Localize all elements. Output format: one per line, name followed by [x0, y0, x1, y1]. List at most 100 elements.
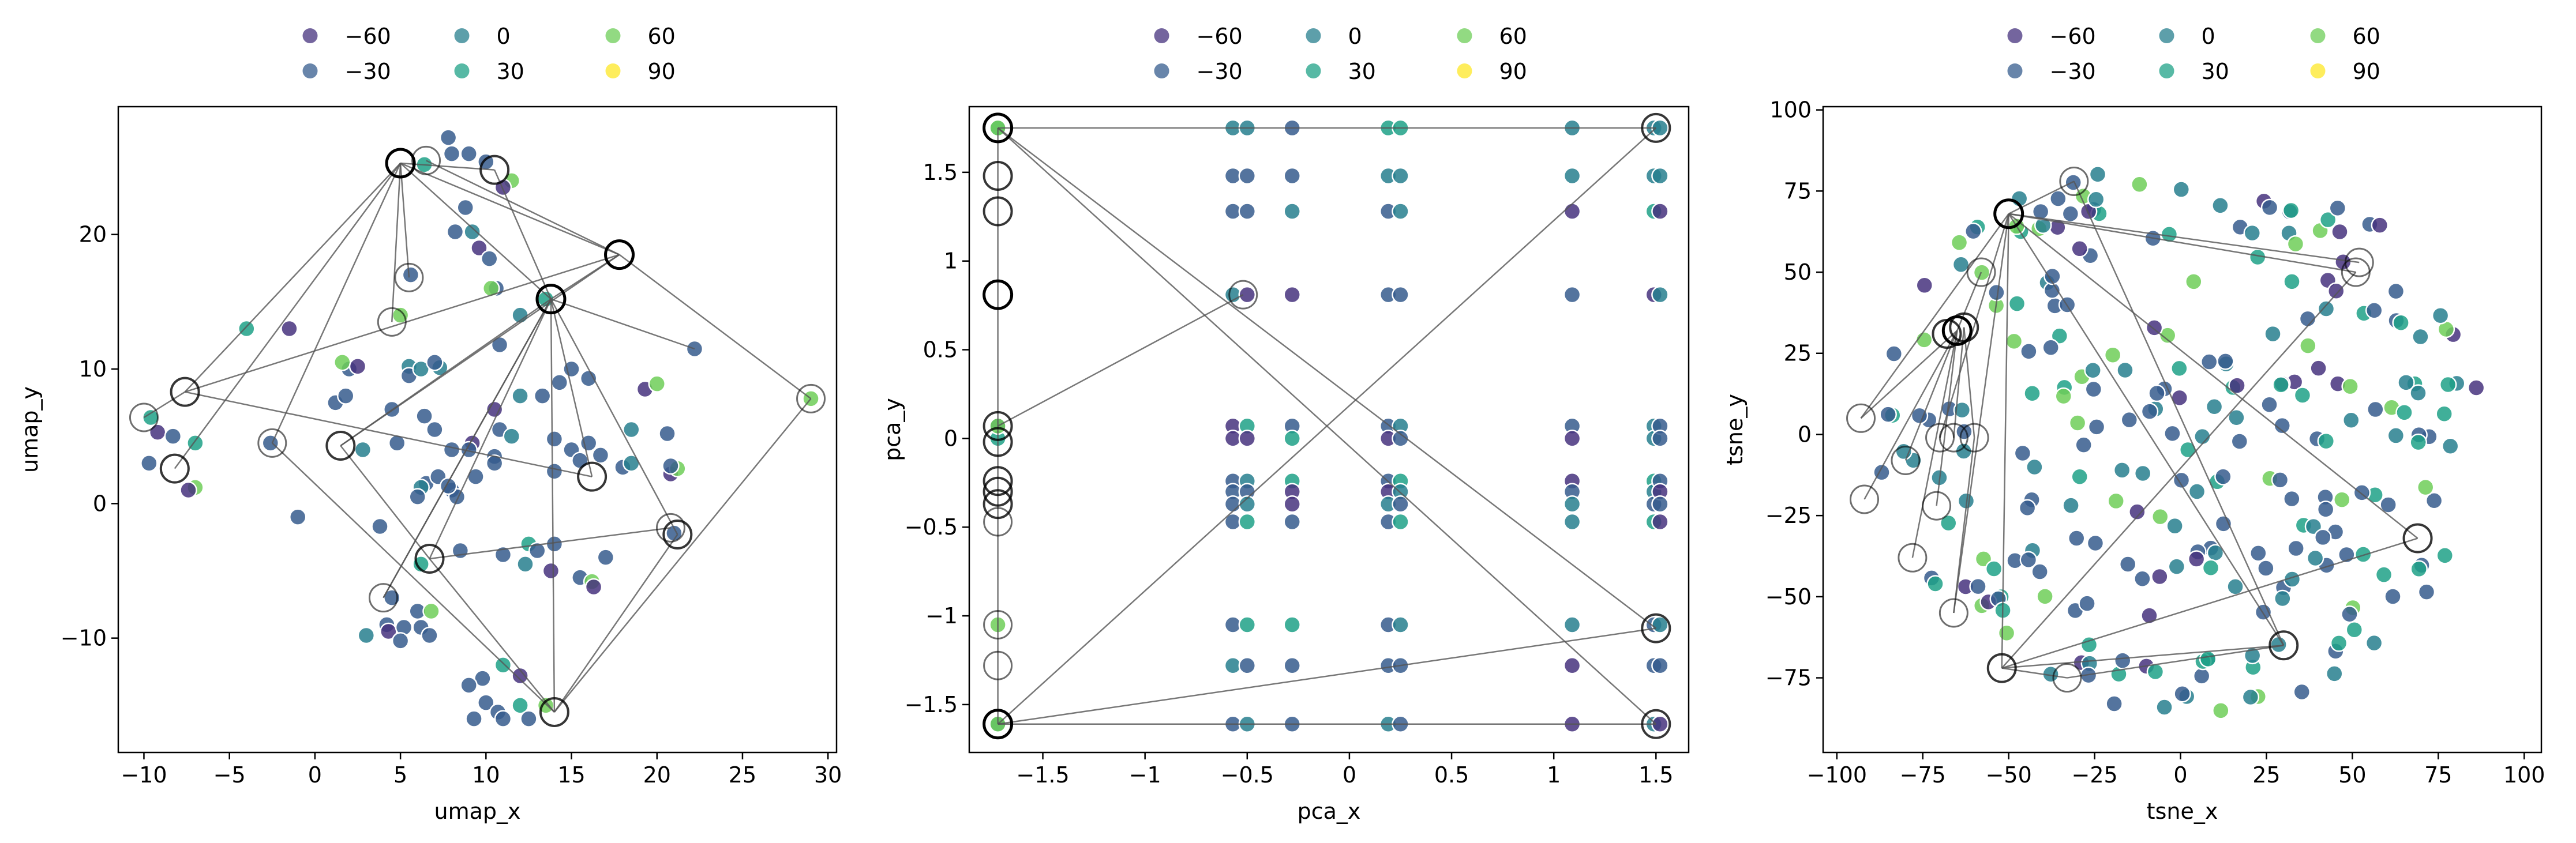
- data-point: [2384, 588, 2402, 605]
- y-tick-label: −50: [1765, 584, 1812, 609]
- highlight-ring: [1641, 112, 1671, 143]
- x-tick-label: −50: [1986, 762, 2032, 788]
- data-point: [1283, 202, 1301, 220]
- data-point: [2042, 338, 2060, 357]
- x-tick-label: −75: [1900, 762, 1946, 788]
- highlight-ring: [983, 279, 1014, 310]
- data-point: [2020, 343, 2038, 360]
- pca-legend-label: 60: [1499, 24, 1527, 49]
- edge-line: [2001, 645, 2284, 669]
- highlight-ring: [170, 377, 200, 407]
- data-point: [1563, 430, 1581, 447]
- data-point: [1915, 276, 1934, 295]
- x-tick-label: 30: [814, 762, 842, 788]
- pca-legend-marker: [1154, 28, 1169, 43]
- data-point: [1392, 167, 1409, 185]
- data-point: [1651, 495, 1669, 513]
- pca-legend-marker: [1457, 63, 1472, 78]
- data-point: [2306, 549, 2324, 567]
- highlight-ring: [983, 161, 1013, 191]
- data-point: [2151, 507, 2169, 526]
- data-point: [2043, 267, 2061, 285]
- edge-line: [271, 442, 555, 713]
- data-point: [337, 387, 355, 405]
- tsne-highlights: [1846, 166, 2433, 693]
- umap-edges: [143, 160, 812, 713]
- pca-edges: [997, 127, 1657, 725]
- edge-line: [143, 391, 186, 419]
- tsne-legend-marker: [2159, 63, 2174, 78]
- edge-line: [550, 299, 678, 535]
- tsne-y-axis-label: tsne_y: [1722, 394, 1748, 465]
- edge-line: [185, 391, 593, 477]
- umap-legend-label: 90: [648, 59, 676, 84]
- pca-legend: −60 −30 0 30 60 90: [1154, 24, 1527, 84]
- highlight-ring: [257, 428, 287, 458]
- umap-legend: −60 −30 0 30 60 90: [302, 24, 676, 84]
- pca-legend-label: 0: [1348, 24, 1362, 49]
- highlight-ring: [377, 307, 407, 337]
- data-point: [494, 710, 512, 728]
- y-tick-label: −10: [61, 626, 107, 651]
- data-point: [2062, 496, 2080, 514]
- data-point: [1238, 202, 1257, 220]
- data-point: [2031, 563, 2049, 581]
- highlight-ring: [1959, 423, 1989, 453]
- data-point: [2314, 528, 2332, 547]
- data-point: [354, 441, 372, 459]
- umap-x-axis-label: umap_x: [434, 799, 521, 824]
- highlight-ring: [394, 262, 424, 292]
- highlight-ring: [662, 520, 693, 550]
- data-point: [2023, 384, 2041, 402]
- highlight-ring: [983, 196, 1013, 227]
- data-point: [2158, 326, 2177, 344]
- data-point: [463, 223, 481, 241]
- data-point: [2260, 198, 2279, 217]
- data-point: [142, 408, 160, 427]
- data-point: [451, 541, 470, 560]
- pca-legend-label: 30: [1348, 59, 1376, 84]
- data-point: [148, 423, 167, 441]
- highlight-ring: [2052, 663, 2082, 693]
- edge-line: [553, 398, 812, 713]
- data-point: [422, 602, 440, 620]
- data-point: [1651, 513, 1669, 531]
- data-point: [2026, 458, 2043, 476]
- data-point: [2087, 190, 2105, 209]
- data-point: [2120, 411, 2139, 429]
- edge-line: [340, 298, 552, 447]
- umap-points: [140, 129, 820, 728]
- highlight-ring: [479, 155, 510, 185]
- y-tick-label: −0.5: [905, 514, 958, 540]
- highlight-ring: [535, 284, 567, 315]
- x-tick-label: −1: [1129, 762, 1161, 788]
- highlight-ring: [983, 466, 1013, 496]
- data-point: [2036, 588, 2054, 605]
- data-point: [1953, 401, 1971, 419]
- y-tick-label: 10: [79, 356, 107, 382]
- data-point: [2274, 589, 2292, 608]
- x-tick-label: −25: [2071, 762, 2117, 788]
- data-point: [503, 427, 521, 445]
- data-point: [2133, 464, 2152, 483]
- data-point: [446, 223, 464, 241]
- highlight-ring: [1938, 423, 1968, 453]
- data-point: [2080, 635, 2098, 654]
- y-tick-label: 1.5: [923, 160, 958, 185]
- data-point: [1238, 430, 1257, 447]
- umap-legend-label: −30: [345, 59, 391, 84]
- y-tick-label: 0: [93, 491, 107, 516]
- x-tick-label: −1.5: [1016, 762, 1069, 788]
- edge-line: [1863, 330, 1958, 500]
- data-point: [1392, 616, 1409, 634]
- data-point: [2436, 547, 2454, 564]
- data-point: [2185, 273, 2203, 291]
- edge-line: [1963, 327, 1975, 438]
- highlight-ring: [1993, 198, 2024, 229]
- edge-line: [185, 254, 620, 393]
- data-point: [2299, 337, 2317, 355]
- data-point: [2257, 559, 2275, 577]
- edge-line: [1956, 272, 1982, 331]
- y-tick-label: 25: [1784, 341, 1812, 366]
- highlight-ring: [129, 402, 159, 432]
